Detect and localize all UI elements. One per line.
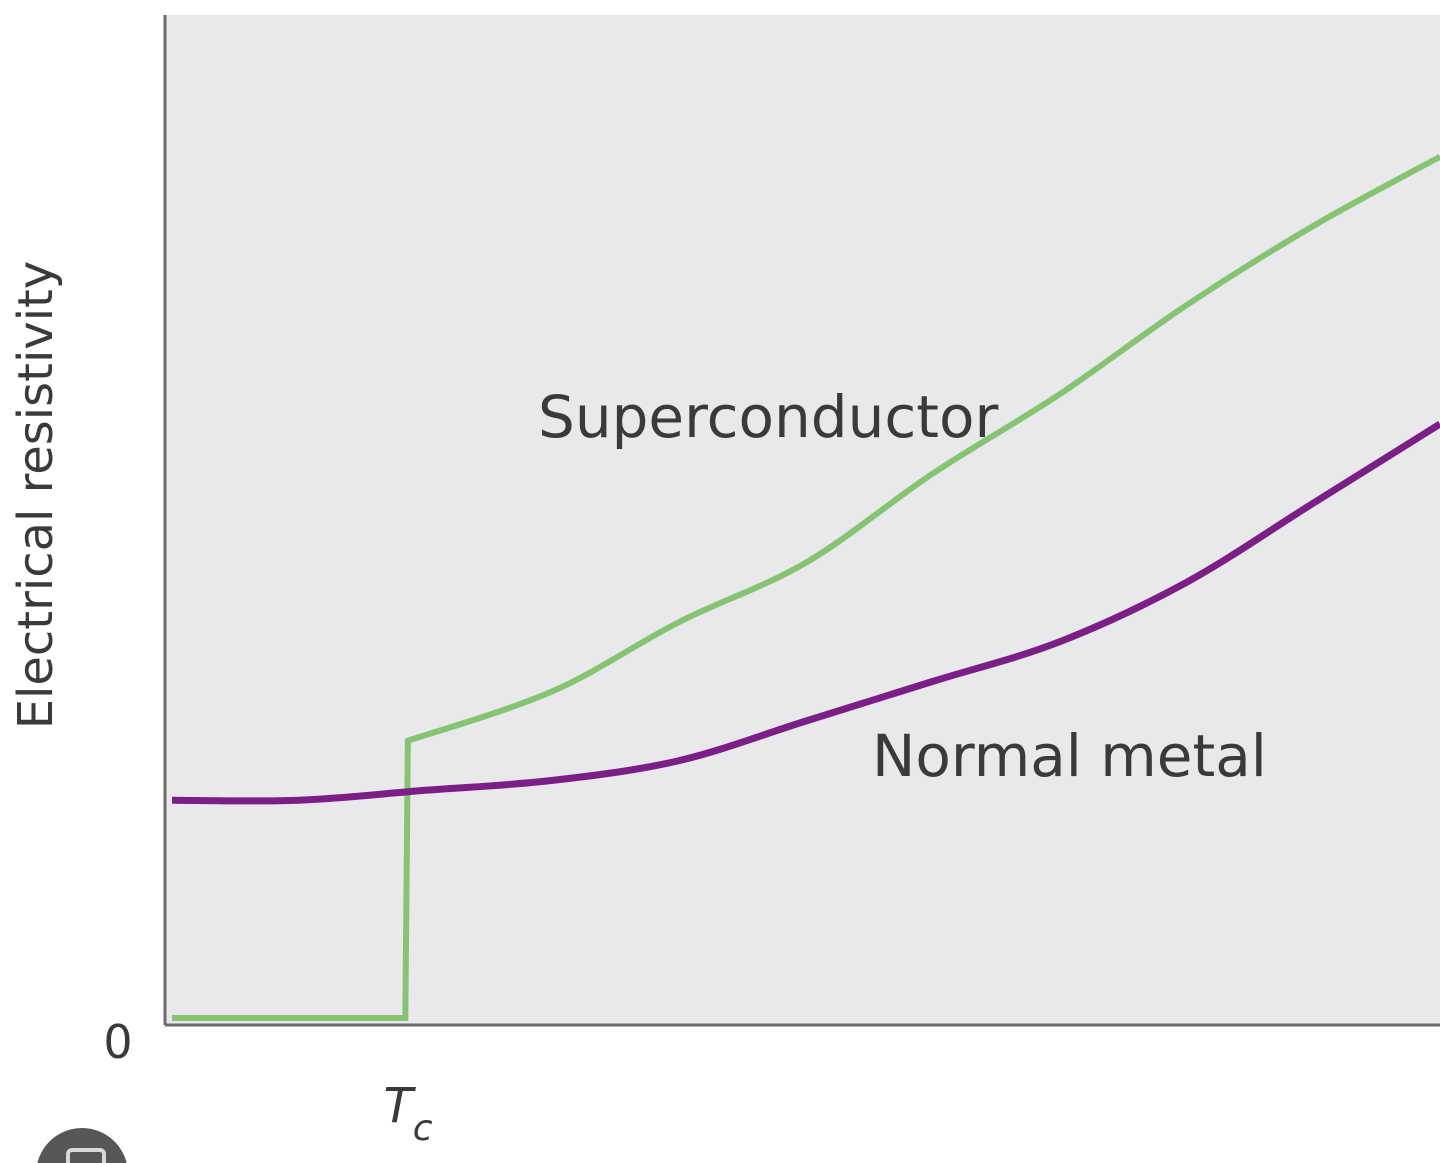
series-layer — [171, 154, 1440, 1021]
annotation-superconductor: Superconductor — [538, 383, 998, 451]
annotation-normal-metal: Normal metal — [872, 722, 1267, 790]
plot-background — [165, 15, 1440, 1025]
y-axis-label: Electrical resistivity — [8, 261, 64, 730]
series-line-superconductor — [172, 154, 1440, 1021]
tc-main: T — [383, 1078, 416, 1134]
x-tick-label-tc: Tc — [383, 1078, 432, 1149]
y-tick-label-zero: 0 — [103, 1015, 132, 1069]
tc-subscript: c — [413, 1108, 433, 1149]
series-line-normal-metal — [171, 421, 1440, 805]
corner-badge-glyph — [66, 1148, 106, 1163]
